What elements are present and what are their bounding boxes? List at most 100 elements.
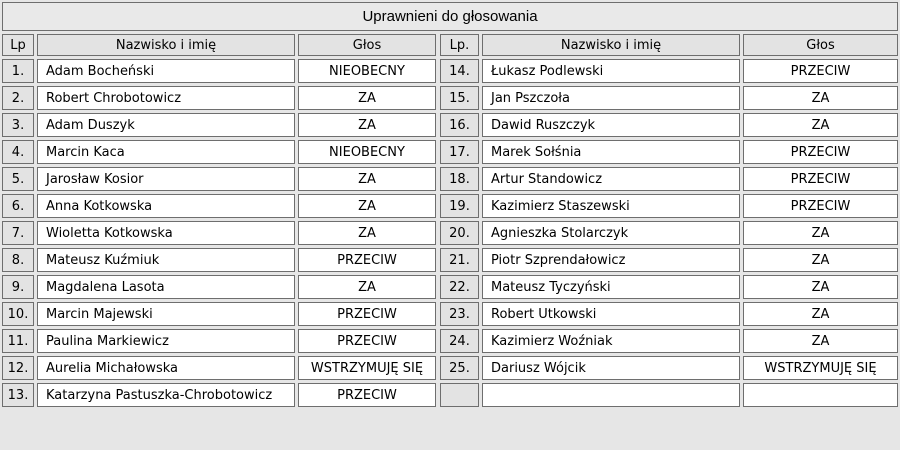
vote-cell: PRZECIW <box>743 194 898 218</box>
table-row: 24. Kazimierz Woźniak ZA <box>440 329 898 353</box>
table-body-left: 1. Adam Bocheński NIEOBECNY 2. Robert Chrobo… <box>2 59 436 407</box>
lp-cell: 12. <box>2 356 34 380</box>
vote-cell: PRZECIW <box>298 329 436 353</box>
table-row: 8. Mateusz Kuźmiuk PRZECIW <box>2 248 436 272</box>
vote-cell: ZA <box>298 86 436 110</box>
name-cell: Robert Utkowski <box>482 302 740 326</box>
lp-cell: 20. <box>440 221 479 245</box>
lp-cell: 8. <box>2 248 34 272</box>
lp-cell: 21. <box>440 248 479 272</box>
page-title: Uprawnieni do głosowania <box>2 2 898 31</box>
lp-cell <box>440 383 479 407</box>
lp-cell: 1. <box>2 59 34 83</box>
vote-cell: PRZECIW <box>298 248 436 272</box>
table-row: 12. Aurelia Michałowska WSTRZYMUJĘ SIĘ <box>2 356 436 380</box>
lp-cell: 11. <box>2 329 34 353</box>
table-row: 6. Anna Kotkowska ZA <box>2 194 436 218</box>
table-body-right: 14. Łukasz Podlewski PRZECIW 15. Jan Pszczoł… <box>440 59 898 407</box>
lp-cell: 17. <box>440 140 479 164</box>
column-header-vote: Głos <box>298 34 436 56</box>
name-cell: Adam Duszyk <box>37 113 295 137</box>
name-cell: Katarzyna Pastuszka-Chrobotowicz <box>37 383 295 407</box>
name-cell: Marcin Majewski <box>37 302 295 326</box>
table-row: 23. Robert Utkowski ZA <box>440 302 898 326</box>
vote-cell: PRZECIW <box>743 59 898 83</box>
lp-cell: 19. <box>440 194 479 218</box>
lp-cell: 23. <box>440 302 479 326</box>
name-cell: Wioletta Kotkowska <box>37 221 295 245</box>
table-row: 16. Dawid Ruszczyk ZA <box>440 113 898 137</box>
name-cell: Adam Bocheński <box>37 59 295 83</box>
table-row: 11. Paulina Markiewicz PRZECIW <box>2 329 436 353</box>
vote-cell: ZA <box>743 275 898 299</box>
name-cell: Artur Standowicz <box>482 167 740 191</box>
table-row: 9. Magdalena Lasota ZA <box>2 275 436 299</box>
name-cell: Łukasz Podlewski <box>482 59 740 83</box>
table-row: 18. Artur Standowicz PRZECIW <box>440 167 898 191</box>
table-row: 5. Jarosław Kosior ZA <box>2 167 436 191</box>
lp-cell: 13. <box>2 383 34 407</box>
vote-cell: ZA <box>743 302 898 326</box>
header-row: Lp. Nazwisko i imię Głos <box>440 34 898 56</box>
lp-cell: 16. <box>440 113 479 137</box>
name-cell: Marcin Kaca <box>37 140 295 164</box>
table-row: 21. Piotr Szprendałowicz ZA <box>440 248 898 272</box>
column-header-name: Nazwisko i imię <box>482 34 740 56</box>
table-row: 2. Robert Chrobotowicz ZA <box>2 86 436 110</box>
lp-cell: 3. <box>2 113 34 137</box>
name-cell: Mateusz Kuźmiuk <box>37 248 295 272</box>
vote-cell: ZA <box>298 167 436 191</box>
lp-cell: 7. <box>2 221 34 245</box>
table-row: 3. Adam Duszyk ZA <box>2 113 436 137</box>
vote-cell: WSTRZYMUJĘ SIĘ <box>298 356 436 380</box>
lp-cell: 15. <box>440 86 479 110</box>
table-row: 1. Adam Bocheński NIEOBECNY <box>2 59 436 83</box>
vote-cell: PRZECIW <box>298 302 436 326</box>
table-row: 4. Marcin Kaca NIEOBECNY <box>2 140 436 164</box>
vote-cell: PRZECIW <box>743 167 898 191</box>
name-cell: Dawid Ruszczyk <box>482 113 740 137</box>
vote-cell: ZA <box>298 194 436 218</box>
name-cell: Agnieszka Stolarczyk <box>482 221 740 245</box>
tables-container: Lp Nazwisko i imię Głos 1. Adam Bocheński… <box>2 34 898 407</box>
name-cell: Mateusz Tyczyński <box>482 275 740 299</box>
name-cell: Robert Chrobotowicz <box>37 86 295 110</box>
vote-cell: ZA <box>743 86 898 110</box>
voting-table-right: Lp. Nazwisko i imię Głos 14. Łukasz Podle… <box>437 31 900 410</box>
voting-table-left: Lp Nazwisko i imię Głos 1. Adam Bocheński… <box>0 31 439 410</box>
name-cell: Marek Sołśnia <box>482 140 740 164</box>
vote-cell: ZA <box>298 221 436 245</box>
lp-cell: 9. <box>2 275 34 299</box>
table-row: 14. Łukasz Podlewski PRZECIW <box>440 59 898 83</box>
vote-cell: NIEOBECNY <box>298 140 436 164</box>
vote-cell <box>743 383 898 407</box>
vote-cell: ZA <box>298 275 436 299</box>
lp-cell: 2. <box>2 86 34 110</box>
name-cell: Kazimierz Staszewski <box>482 194 740 218</box>
name-cell: Piotr Szprendałowicz <box>482 248 740 272</box>
header-row: Lp Nazwisko i imię Głos <box>2 34 436 56</box>
table-row: 15. Jan Pszczoła ZA <box>440 86 898 110</box>
vote-cell: ZA <box>743 221 898 245</box>
table-row: 25. Dariusz Wójcik WSTRZYMUJĘ SIĘ <box>440 356 898 380</box>
table-row: 19. Kazimierz Staszewski PRZECIW <box>440 194 898 218</box>
lp-cell: 25. <box>440 356 479 380</box>
column-header-name: Nazwisko i imię <box>37 34 295 56</box>
vote-cell: ZA <box>743 113 898 137</box>
vote-cell: PRZECIW <box>298 383 436 407</box>
vote-cell: ZA <box>743 329 898 353</box>
column-header-lp: Lp <box>2 34 34 56</box>
name-cell: Jarosław Kosior <box>37 167 295 191</box>
lp-cell: 18. <box>440 167 479 191</box>
table-row: 7. Wioletta Kotkowska ZA <box>2 221 436 245</box>
lp-cell: 24. <box>440 329 479 353</box>
lp-cell: 6. <box>2 194 34 218</box>
name-cell: Kazimierz Woźniak <box>482 329 740 353</box>
table-row: 10. Marcin Majewski PRZECIW <box>2 302 436 326</box>
name-cell: Dariusz Wójcik <box>482 356 740 380</box>
vote-cell: ZA <box>298 113 436 137</box>
lp-cell: 14. <box>440 59 479 83</box>
column-header-vote: Głos <box>743 34 898 56</box>
table-row: 22. Mateusz Tyczyński ZA <box>440 275 898 299</box>
table-row: 13. Katarzyna Pastuszka-Chrobotowicz PRZEC… <box>2 383 436 407</box>
